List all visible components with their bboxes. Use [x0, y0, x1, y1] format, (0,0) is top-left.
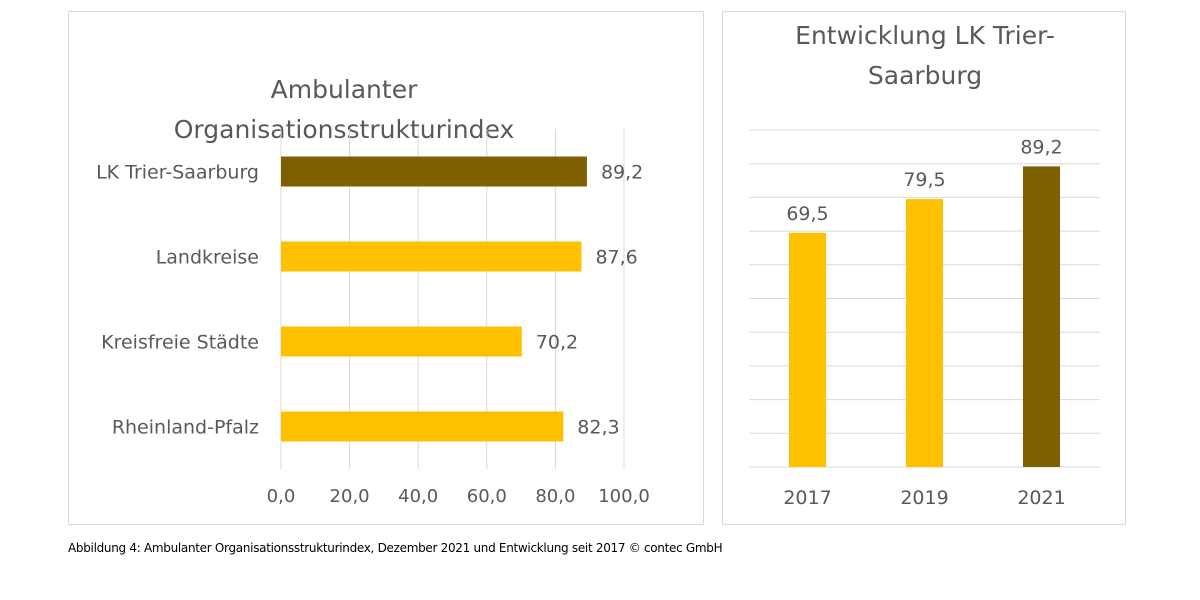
right-chart-title-line-2: Saarburg — [868, 61, 982, 90]
figure-caption: Abbildung 4: Ambulanter Organisationsstr… — [68, 541, 723, 555]
x-tick-label: 100,0 — [598, 486, 650, 507]
category-label: 2017 — [783, 487, 831, 509]
bar — [281, 326, 522, 357]
data-label: 89,2 — [1020, 136, 1062, 158]
x-tick-label: 20,0 — [330, 486, 370, 507]
right-chart-panel: Entwicklung LK Trier- Saarburg 69,5 2017 7… — [722, 11, 1126, 525]
right-chart-title-line-1: Entwicklung LK Trier- — [795, 21, 1055, 50]
category-label: Landkreise — [156, 247, 259, 269]
data-label: 79,5 — [903, 169, 945, 191]
data-label: 69,5 — [786, 203, 828, 225]
category-label: 2019 — [900, 487, 948, 509]
left-chart-panel: Ambulanter Organisationsstrukturindex 0,… — [68, 11, 704, 525]
category-label: LK Trier-Saarburg — [96, 162, 259, 184]
left-chart-title-line-2: Organisationsstrukturindex — [174, 115, 515, 144]
bar — [281, 411, 564, 442]
bar — [281, 156, 587, 187]
x-tick-label: 80,0 — [535, 486, 575, 507]
bar — [281, 241, 582, 272]
data-label: 89,2 — [601, 162, 643, 184]
left-chart-svg: Ambulanter Organisationsstrukturindex 0,… — [96, 75, 650, 507]
category-label: 2021 — [1017, 487, 1065, 509]
data-label: 70,2 — [536, 332, 578, 354]
category-label: Kreisfreie Städte — [101, 332, 259, 354]
category-label: Rheinland-Pfalz — [112, 417, 259, 439]
bar — [789, 232, 826, 467]
bar — [1023, 166, 1060, 467]
x-tick-label: 40,0 — [398, 486, 438, 507]
data-label: 82,3 — [577, 417, 619, 439]
left-chart-title-line-1: Ambulanter — [271, 75, 418, 104]
right-chart-svg: Entwicklung LK Trier- Saarburg 69,5 2017 7… — [749, 21, 1100, 509]
data-label: 87,6 — [595, 247, 637, 269]
x-tick-label: 60,0 — [467, 486, 507, 507]
x-tick-label: 0,0 — [267, 486, 296, 507]
bar — [906, 199, 943, 467]
